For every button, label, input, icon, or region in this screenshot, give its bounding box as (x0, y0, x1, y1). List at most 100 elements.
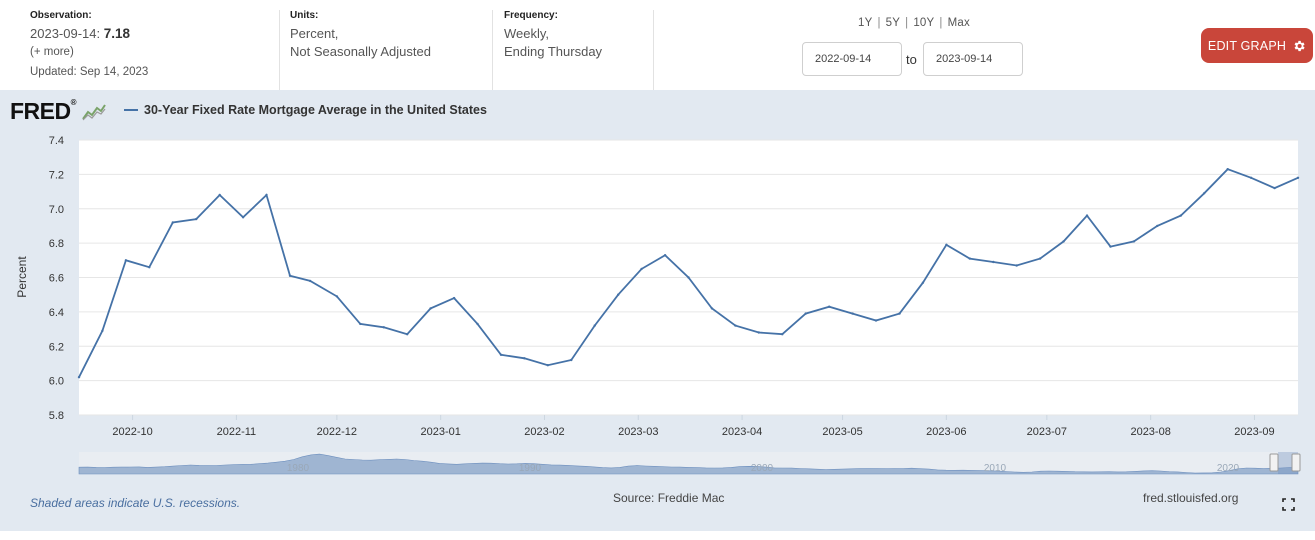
legend-label: 30-Year Fixed Rate Mortgage Average in t… (144, 103, 487, 117)
data-point (499, 353, 503, 356)
data-point (101, 329, 104, 332)
data-point (1015, 264, 1018, 267)
data-point (1156, 224, 1159, 228)
data-point (288, 274, 292, 277)
graph-panel: FRED® 30-Year Fixed Rate Mortgage Averag… (0, 90, 1315, 531)
data-point (945, 243, 948, 246)
x-tick-label: 2023-03 (618, 426, 658, 438)
fred-logo-text: FRED (10, 98, 71, 124)
navigator-area (78, 453, 1299, 475)
recession-note: Shaded areas indicate U.S. recessions. (30, 496, 241, 510)
range-5y[interactable]: 5Y (885, 17, 901, 29)
data-point (476, 322, 479, 326)
date-to-label: to (906, 52, 917, 67)
y-tick-label: 7.4 (49, 135, 64, 147)
data-point (359, 322, 362, 326)
units-line2: Not Seasonally Adjusted (290, 44, 431, 59)
data-point (593, 324, 596, 327)
divider (492, 10, 493, 90)
data-point (406, 333, 409, 336)
data-point (851, 312, 854, 315)
range-selector: 1Y | 5Y | 10Y | Max (858, 17, 970, 29)
range-10y[interactable]: 10Y (913, 17, 935, 29)
source-text: Source: Freddie Mac (613, 491, 725, 505)
y-axis: 5.8 6.0 6.2 6.4 6.6 6.8 7.0 7.2 7.4 (49, 135, 64, 422)
navigator-label: 1980 (287, 463, 310, 474)
navigator-label: 2010 (984, 463, 1007, 474)
data-point (898, 312, 901, 315)
data-point (570, 358, 573, 362)
data-point (710, 307, 714, 310)
data-point (687, 276, 690, 279)
data-point (1179, 214, 1183, 217)
data-point (617, 293, 620, 296)
y-tick-label: 6.2 (49, 341, 64, 353)
x-tick-label: 2023-07 (1027, 426, 1067, 438)
units-line1: Percent, (290, 26, 339, 41)
line-chart[interactable]: 5.86.06.26.46.66.87.07.27.4 2022-10 2022-… (0, 90, 1315, 490)
navigator-label: 2020 (1217, 463, 1240, 474)
data-point (874, 319, 878, 322)
data-point (968, 257, 971, 260)
data-point (171, 221, 174, 224)
data-point (429, 307, 432, 310)
data-point (1109, 245, 1112, 248)
data-point (1203, 192, 1206, 195)
x-tick-label: 2023-08 (1130, 426, 1170, 438)
navigator-handle-right[interactable] (1291, 453, 1301, 472)
series-points (77, 168, 1300, 379)
navigator-handle-left[interactable] (1269, 453, 1279, 472)
observation-date: 2023-09-14: (30, 26, 101, 41)
data-point (804, 312, 807, 315)
data-point (640, 267, 643, 271)
data-point (195, 217, 198, 221)
y-tick-label: 6.4 (49, 307, 64, 319)
data-point (1273, 186, 1276, 190)
fred-logo[interactable]: FRED® (10, 98, 106, 125)
frequency-line1: Weekly, (504, 26, 550, 41)
divider (653, 10, 654, 90)
range-1y[interactable]: 1Y (858, 17, 873, 29)
y-tick-label: 5.8 (49, 410, 64, 422)
fullscreen-icon[interactable] (1282, 498, 1295, 511)
frequency-block: Frequency: Weekly, Ending Thursday (504, 10, 602, 61)
data-point (1038, 257, 1042, 260)
more-link[interactable]: (+ more) (30, 46, 74, 58)
x-tick-label: 2022-11 (217, 426, 257, 438)
data-point (828, 305, 831, 308)
observation-label: Observation: (30, 10, 92, 21)
navigator-labels: 1980 1990 2000 2010 2020 (287, 463, 1240, 474)
navigator-label: 1990 (519, 463, 542, 474)
navigator-label: 2000 (751, 463, 774, 474)
data-point (1226, 168, 1229, 171)
data-point (523, 357, 526, 360)
data-point (781, 333, 784, 336)
data-point (1296, 176, 1300, 179)
start-date-input[interactable]: 2022-09-14 (802, 42, 902, 76)
y-tick-label: 7.2 (49, 169, 64, 181)
edit-graph-button[interactable]: EDIT GRAPH (1201, 28, 1313, 63)
data-point (1062, 240, 1065, 243)
gridlines (79, 139, 1298, 416)
data-point (734, 324, 737, 327)
x-tick-label: 2023-06 (926, 426, 966, 438)
y-tick-label: 6.8 (49, 238, 64, 250)
legend-swatch (124, 109, 138, 111)
x-tick-label: 2023-04 (722, 426, 762, 438)
edit-graph-label: EDIT GRAPH (1207, 38, 1287, 53)
end-date-input[interactable]: 2023-09-14 (923, 42, 1023, 76)
data-point (992, 260, 995, 264)
site-link[interactable]: fred.stlouisfed.org (1143, 491, 1239, 505)
range-max[interactable]: Max (947, 17, 970, 29)
data-point (1132, 240, 1136, 243)
units-label: Units: (290, 10, 319, 21)
gear-icon (1294, 40, 1305, 51)
data-point (77, 376, 81, 379)
x-tick-label: 2023-09 (1234, 426, 1274, 438)
info-bar: Observation: 2023-09-14: 7.18 (+ more) U… (0, 0, 1315, 90)
data-point (148, 266, 151, 269)
observation-value: 7.18 (103, 26, 131, 41)
legend-entry[interactable]: 30-Year Fixed Rate Mortgage Average in t… (124, 103, 487, 117)
x-tick-label: 2023-01 (420, 426, 460, 438)
data-point (265, 193, 268, 197)
